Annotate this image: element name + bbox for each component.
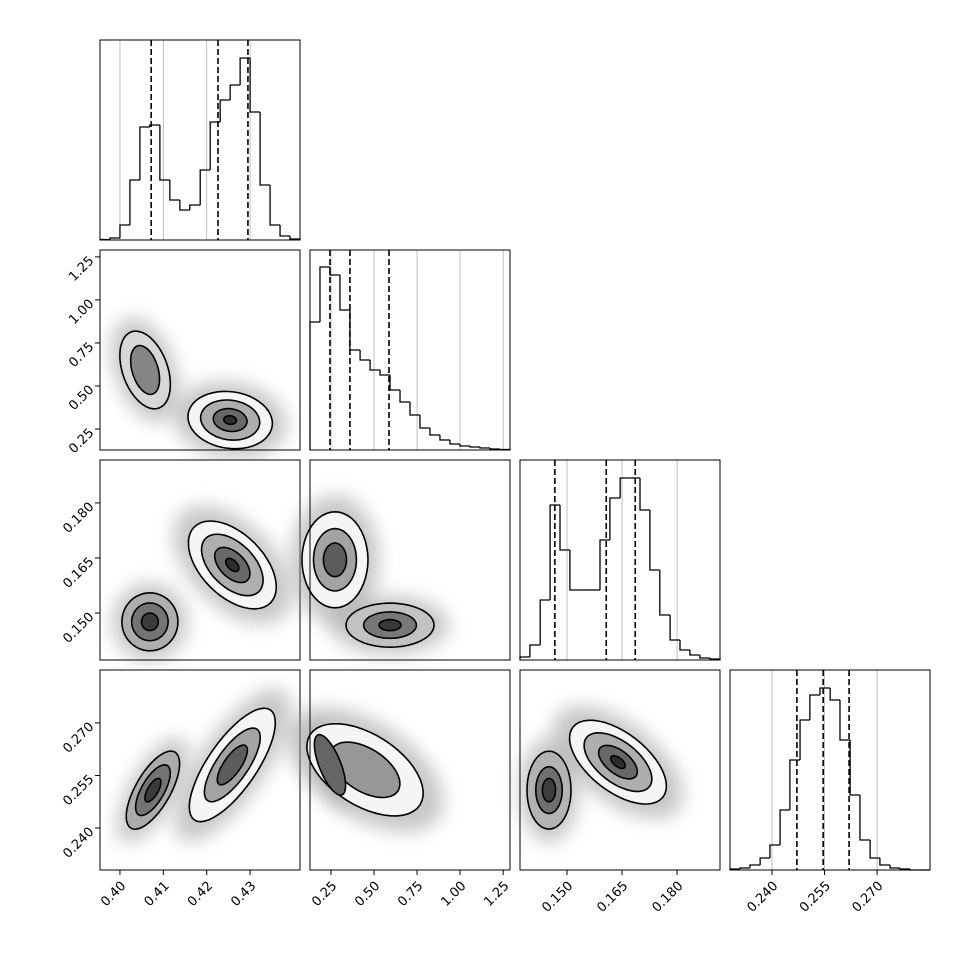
histogram-step: [469, 446, 481, 448]
histogram-step: [679, 640, 690, 651]
panel-frame: [730, 670, 930, 870]
contour: [222, 414, 238, 426]
histogram-step: [419, 415, 430, 429]
contour: [378, 618, 402, 632]
histogram-step: [699, 655, 711, 659]
contour: [144, 777, 162, 803]
histogram-step: [279, 225, 291, 237]
histogram-step: [439, 435, 450, 441]
histogram-step: [649, 510, 660, 571]
histogram-step: [839, 700, 851, 741]
histogram-step: [739, 867, 750, 869]
histogram-step: [869, 840, 880, 859]
contour: [129, 344, 161, 396]
histogram-step: [339, 275, 350, 311]
contour: [609, 754, 627, 770]
histogram-step: [849, 740, 860, 796]
histogram-step: [539, 599, 551, 645]
histogram-step: [549, 504, 560, 600]
histogram-step: [269, 185, 281, 226]
histogram-step: [169, 180, 180, 201]
contour: [224, 557, 240, 573]
histogram-step: [809, 694, 821, 720]
histogram-step: [569, 550, 581, 591]
histogram-step: [239, 57, 251, 85]
contour: [313, 733, 347, 797]
panel-border: [99, 249, 301, 451]
histogram-step: [619, 477, 631, 498]
histogram-step: [859, 795, 871, 841]
panel-border: [519, 459, 721, 661]
histogram-step: [189, 204, 201, 210]
panel-frame: [100, 40, 300, 240]
histogram-step: [209, 121, 221, 170]
histogram-step: [689, 650, 700, 656]
histogram-step: [369, 360, 381, 371]
histogram-step: [639, 478, 650, 511]
histogram-step: [609, 497, 621, 540]
histogram-step: [899, 868, 911, 870]
histogram-step: [819, 687, 831, 695]
contour: [140, 612, 160, 632]
contour: [541, 777, 557, 803]
panel-border: [99, 39, 301, 241]
histogram-step: [799, 719, 810, 760]
histogram-step: [769, 844, 781, 858]
panel-border: [729, 669, 931, 871]
histogram-step: [199, 169, 211, 205]
histogram-step: [889, 865, 900, 869]
histogram-step: [129, 179, 140, 225]
histogram-step: [449, 440, 460, 445]
histogram-step: [559, 505, 570, 551]
histogram-step: [219, 99, 231, 122]
contour: [216, 744, 249, 786]
histogram-step: [489, 448, 501, 450]
panel-border: [309, 249, 511, 451]
histogram-step: [159, 125, 170, 181]
histogram-step: [759, 857, 770, 865]
histogram-step: [139, 126, 150, 180]
histogram-step: [669, 615, 680, 641]
panel-frame: [310, 250, 510, 450]
histogram-step: [879, 858, 891, 866]
histogram-step: [379, 370, 391, 376]
histogram-step: [119, 224, 130, 238]
histogram-step: [459, 444, 471, 447]
histogram-step: [599, 539, 610, 590]
histogram-step: [319, 266, 330, 322]
histogram-step: [109, 237, 120, 240]
histogram-step: [429, 428, 440, 436]
histogram-step: [359, 350, 371, 361]
histogram-step: [179, 200, 190, 211]
histogram-step: [479, 447, 491, 449]
histogram-step: [749, 864, 761, 868]
contour: [322, 542, 348, 578]
histogram-step: [229, 84, 241, 100]
panel-border: [309, 669, 511, 871]
histogram-step: [149, 124, 160, 127]
histogram-step: [399, 390, 410, 403]
histogram-step: [249, 58, 261, 113]
histogram-step: [779, 809, 790, 845]
panel-border: [519, 669, 721, 871]
panel-border: [309, 459, 511, 661]
histogram-step: [389, 375, 401, 391]
histogram-step: [259, 112, 271, 186]
histogram-step: [409, 402, 420, 416]
histogram-step: [829, 688, 840, 701]
histogram-step: [529, 644, 541, 657]
histogram-step: [659, 570, 671, 616]
